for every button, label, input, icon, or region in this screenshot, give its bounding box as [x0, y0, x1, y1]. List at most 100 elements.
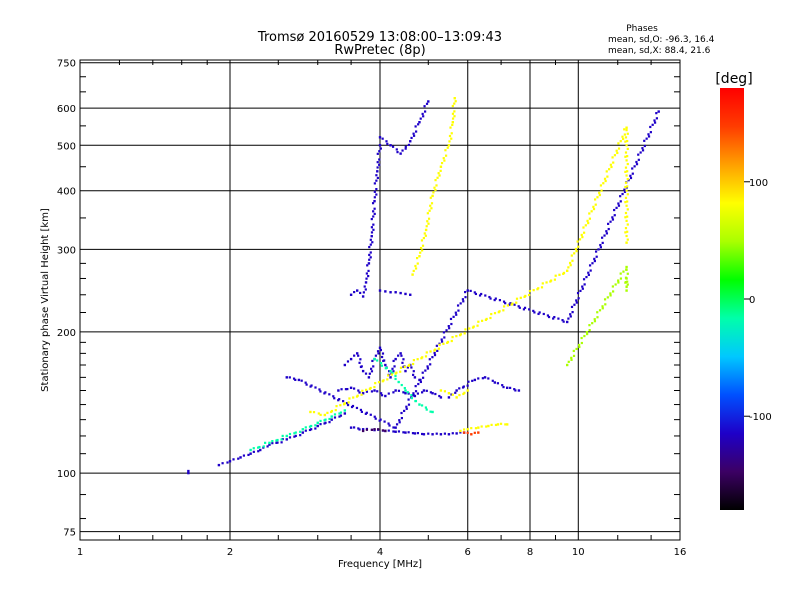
data-point: [361, 369, 365, 373]
data-point: [626, 200, 629, 203]
data-point: [611, 218, 615, 221]
data-point: [462, 300, 465, 303]
data-point: [370, 231, 374, 234]
data-point: [625, 285, 628, 289]
data-point: [443, 159, 446, 162]
data-point: [304, 381, 307, 384]
data-point: [595, 255, 598, 258]
data-point: [626, 280, 629, 283]
data-point: [596, 196, 599, 199]
data-point: [399, 352, 402, 355]
data-point: [389, 369, 392, 373]
data-point: [575, 301, 578, 304]
data-point: [421, 356, 424, 359]
data-point: [590, 210, 593, 213]
data-point: [326, 411, 329, 414]
data-point: [328, 417, 331, 421]
data-point: [599, 246, 602, 249]
data-point: [509, 386, 512, 389]
data-point: [447, 144, 451, 147]
data-point: [594, 203, 597, 206]
data-point: [431, 410, 434, 414]
data-point: [392, 391, 395, 394]
data-point: [582, 278, 586, 281]
data-point: [505, 423, 509, 426]
data-point: [473, 291, 476, 294]
data-point: [398, 421, 401, 424]
data-point: [355, 352, 359, 355]
data-point: [532, 309, 535, 312]
data-point: [372, 210, 375, 213]
data-point: [455, 335, 458, 338]
data-point: [443, 390, 447, 393]
data-point: [622, 137, 625, 141]
data-point: [598, 309, 602, 312]
data-point: [343, 409, 347, 412]
data-point: [389, 144, 392, 147]
data-point: [540, 286, 544, 289]
data-point: [435, 344, 438, 347]
data-point: [570, 254, 573, 257]
data-point: [308, 428, 312, 432]
data-point: [458, 393, 461, 397]
data-point: [375, 179, 378, 182]
data-point: [624, 155, 627, 158]
colorbar: [720, 88, 744, 510]
data-point: [481, 377, 484, 380]
data-point: [431, 356, 434, 359]
data-point: [221, 462, 224, 465]
data-point: [601, 305, 604, 308]
data-point: [574, 247, 578, 251]
data-point: [491, 379, 494, 382]
data-point: [406, 366, 409, 369]
data-point: [387, 392, 390, 395]
data-point: [493, 312, 497, 315]
data-point: [407, 392, 410, 395]
data-point: [623, 190, 627, 193]
axis-ticks: 1 2 4 6 8 10 16 75 100 200 300 400 500 600 750: [57, 59, 686, 558]
data-point: [376, 161, 379, 164]
data-point: [380, 394, 384, 397]
data-point: [268, 441, 271, 445]
data-point: [353, 387, 356, 390]
data-point: [314, 386, 317, 389]
data-point: [439, 389, 443, 392]
data-point: [594, 250, 598, 253]
data-point: [390, 373, 393, 376]
data-point: [573, 252, 576, 255]
data-point: [643, 144, 646, 148]
data-point: [416, 262, 419, 265]
data-point: [434, 348, 437, 351]
data-point: [381, 429, 385, 432]
data-point: [421, 391, 424, 394]
data-point: [542, 312, 545, 316]
data-point: [429, 204, 432, 207]
data-point: [395, 423, 399, 426]
data-point: [319, 419, 322, 423]
data-point: [626, 147, 629, 150]
data-point: [338, 398, 341, 401]
data-point: [458, 387, 461, 390]
data-point: [353, 354, 356, 357]
data-point: [414, 399, 418, 403]
data-point: [626, 193, 629, 196]
data-point: [464, 290, 467, 294]
data-point: [382, 359, 385, 363]
data-point: [271, 442, 274, 445]
data-point: [619, 272, 622, 275]
data-point: [431, 433, 434, 436]
data-point: [411, 362, 415, 366]
data-point: [294, 378, 297, 381]
data-point: [375, 188, 378, 191]
data-point: [601, 236, 604, 239]
data-point: [471, 379, 474, 382]
data-point: [358, 391, 361, 394]
data-point: [293, 432, 296, 435]
data-point: [432, 191, 435, 194]
data-point: [392, 430, 395, 433]
data-point: [464, 296, 467, 299]
data-point: [496, 423, 500, 426]
data-point: [528, 293, 531, 297]
data-point: [314, 427, 317, 430]
data-point: [570, 305, 574, 309]
